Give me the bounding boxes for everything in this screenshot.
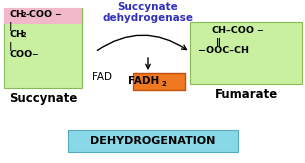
Text: 2: 2 (21, 12, 26, 18)
Text: Succynate: Succynate (9, 92, 77, 105)
Text: CH: CH (9, 30, 24, 39)
Text: −: − (54, 10, 61, 19)
FancyArrowPatch shape (146, 58, 150, 69)
Text: COO: COO (9, 50, 32, 59)
Text: -COO: -COO (26, 10, 53, 19)
Text: 2: 2 (21, 32, 26, 38)
Bar (190, 22, 302, 84)
Text: −: − (256, 26, 263, 35)
FancyArrowPatch shape (97, 35, 186, 50)
Text: |: | (9, 42, 13, 51)
Text: 2: 2 (161, 81, 166, 87)
Bar (4, 8, 82, 88)
Bar (68, 130, 238, 152)
Text: ∥: ∥ (216, 37, 221, 46)
Text: Fumarate: Fumarate (214, 88, 278, 101)
Bar (4, 8, 82, 24)
Bar (133, 73, 185, 90)
Text: −OOC–CH: −OOC–CH (198, 46, 249, 55)
Text: FADH: FADH (128, 76, 159, 87)
Text: −: − (31, 50, 38, 59)
Text: Succynate: Succynate (118, 2, 178, 12)
Text: CH–COO: CH–COO (212, 26, 255, 35)
Text: |: | (9, 22, 13, 31)
Text: dehydrogenase: dehydrogenase (102, 13, 193, 23)
Text: DEHYDROGENATION: DEHYDROGENATION (90, 136, 216, 146)
Text: FAD: FAD (92, 72, 112, 82)
Text: CH: CH (9, 10, 24, 19)
